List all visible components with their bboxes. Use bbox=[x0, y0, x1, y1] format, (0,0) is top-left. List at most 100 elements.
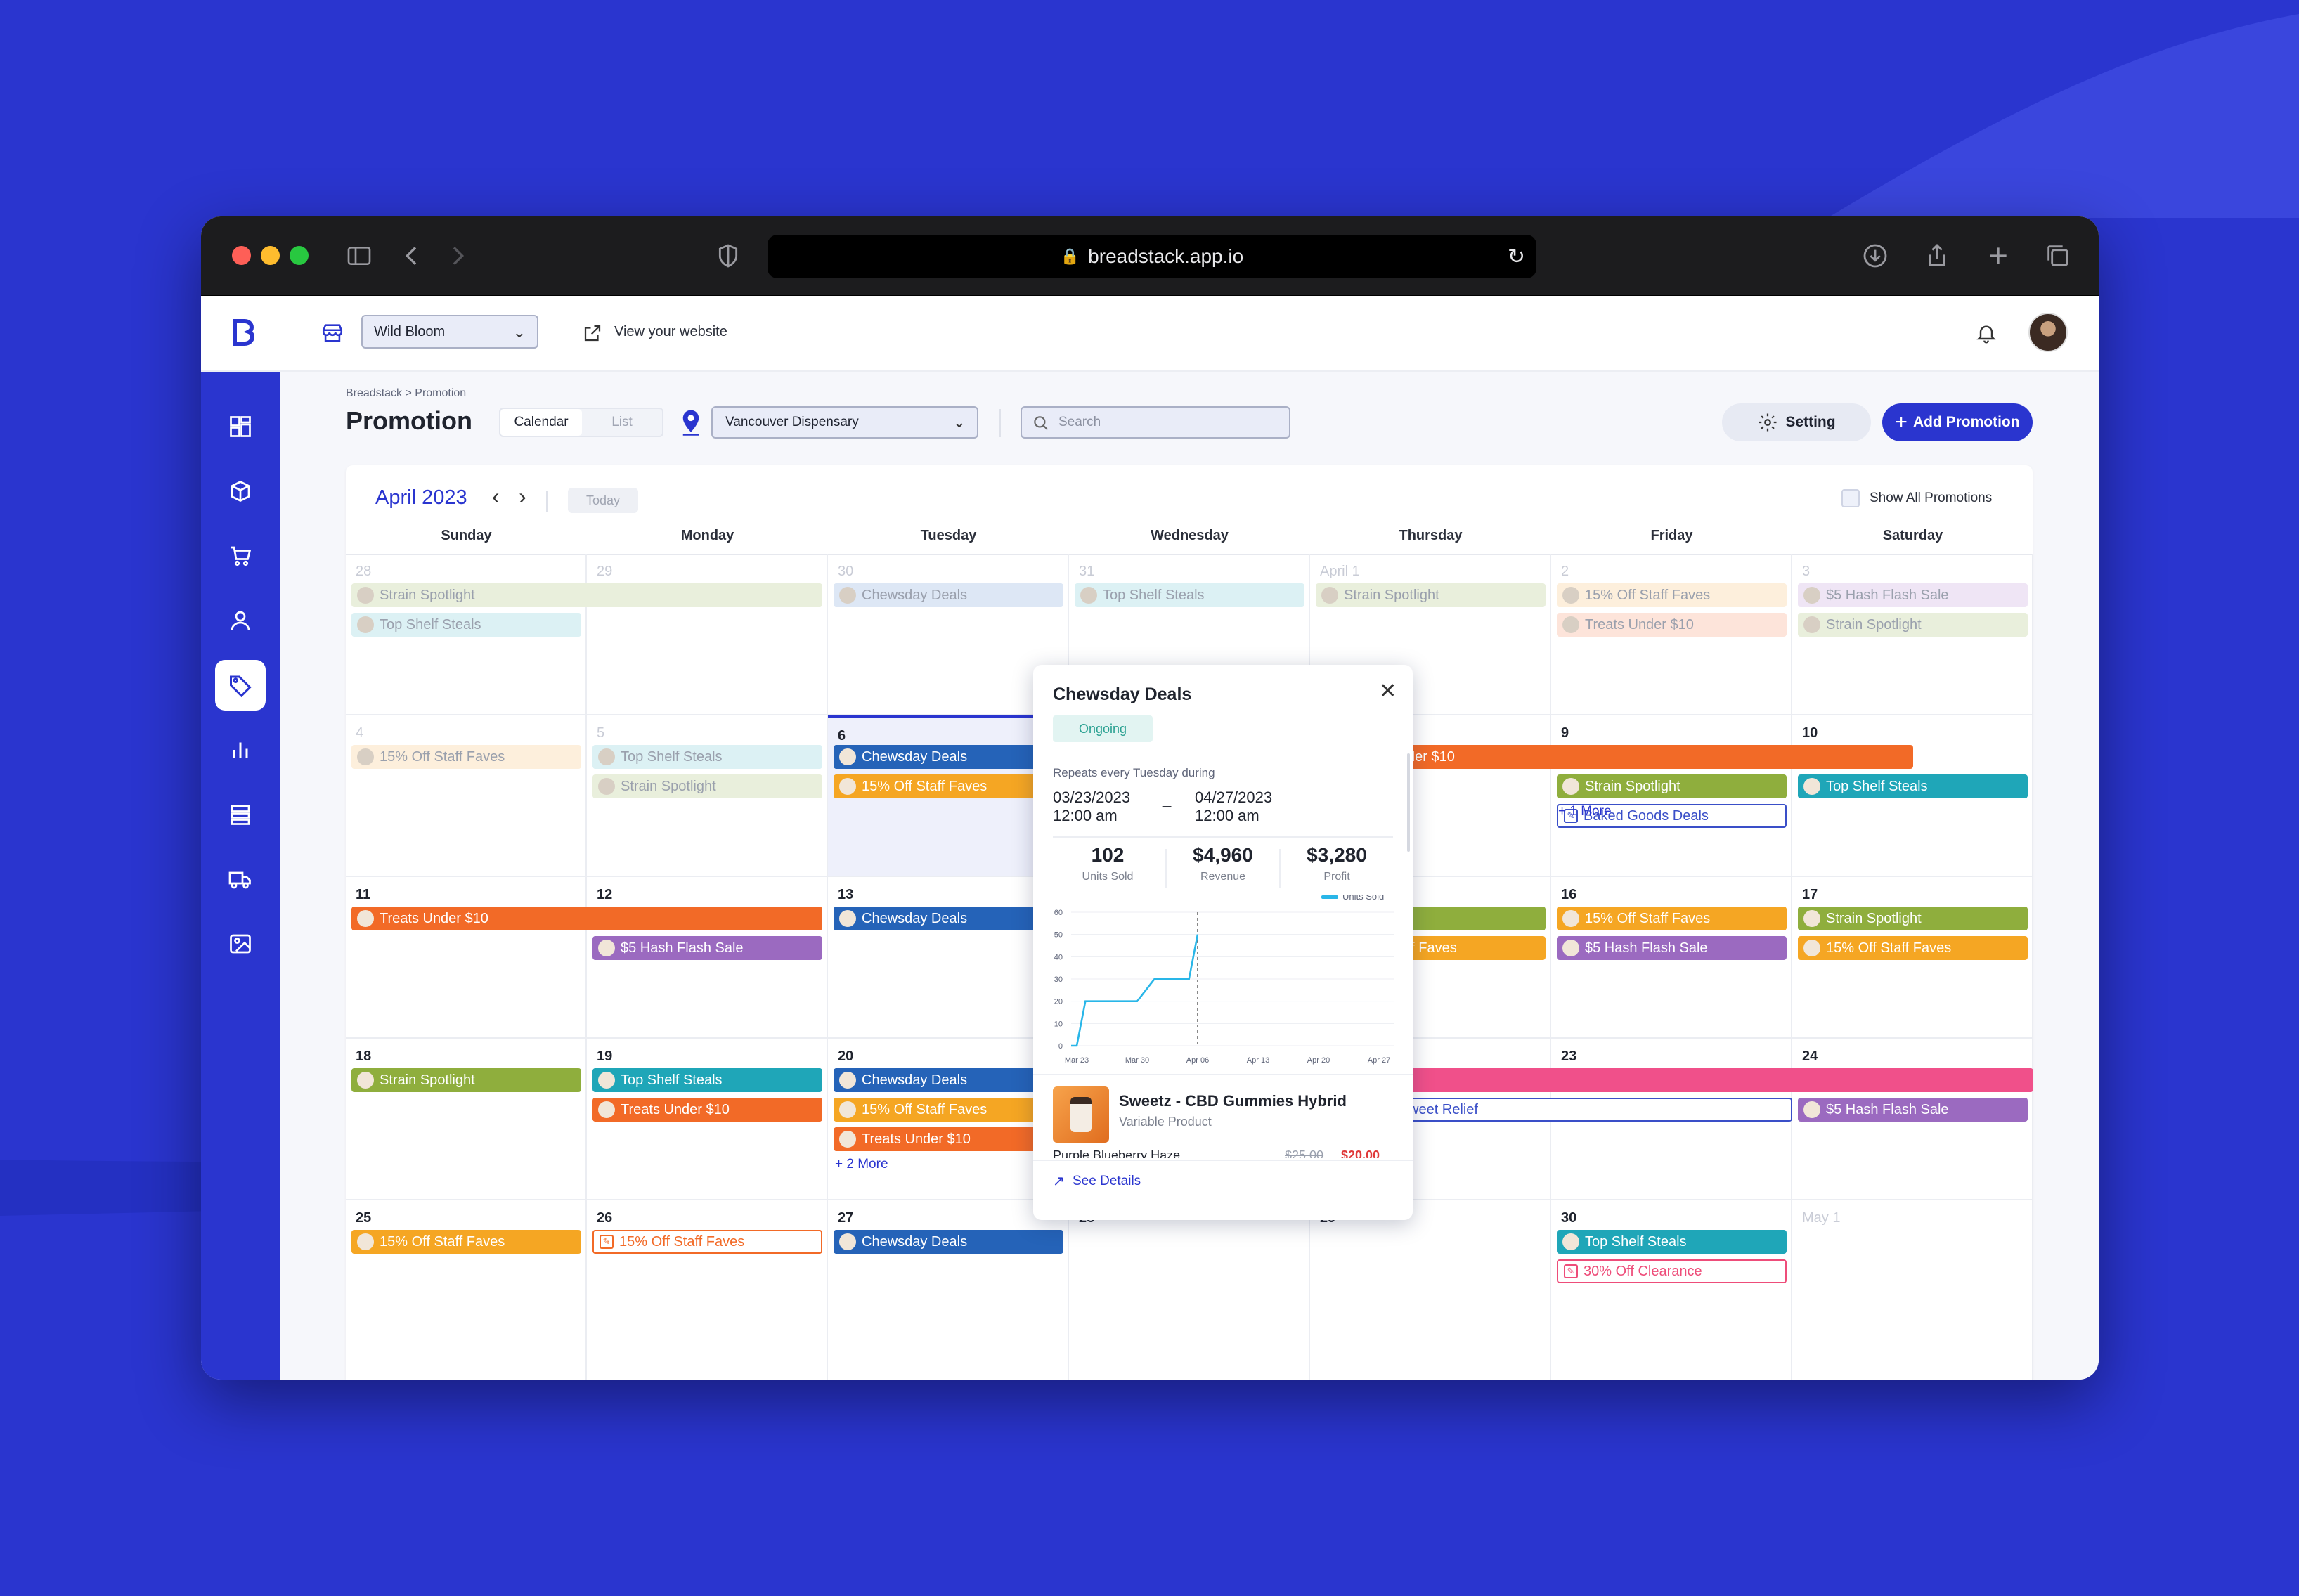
promotion-event[interactable]: Strain Spotlight bbox=[1557, 774, 1787, 798]
promotion-event[interactable]: Chewsday Deals bbox=[834, 1230, 1063, 1254]
close-window-button[interactable] bbox=[232, 246, 251, 265]
maximize-window-button[interactable] bbox=[290, 246, 309, 265]
calendar-day-cell[interactable]: 28 bbox=[346, 554, 587, 715]
calendar-day-cell[interactable]: 27 bbox=[828, 1200, 1069, 1380]
promotion-event[interactable]: Strain Spotlight bbox=[592, 774, 822, 798]
calendar-day-cell[interactable]: 18 bbox=[346, 1039, 587, 1200]
calendar-day-cell[interactable]: 30 bbox=[1551, 1200, 1792, 1380]
sidebar-item-products[interactable] bbox=[215, 466, 266, 517]
promotion-event[interactable]: ✎ 15% Off Staff Faves bbox=[592, 1230, 822, 1254]
promotion-event[interactable]: Strain Spotlight bbox=[1316, 583, 1546, 607]
scrollbar[interactable] bbox=[1407, 753, 1410, 852]
calendar-day-cell[interactable]: April 1 bbox=[1310, 554, 1551, 715]
promotion-event[interactable]: der $10 bbox=[1401, 745, 1913, 769]
next-month-icon[interactable]: › bbox=[519, 484, 526, 509]
promotion-event[interactable]: Strain Spotlight bbox=[1798, 907, 2028, 930]
bell-icon[interactable] bbox=[1975, 321, 1997, 345]
calendar-day-cell[interactable]: 10 bbox=[1792, 715, 2033, 877]
see-details-link[interactable]: See Details bbox=[1073, 1174, 1141, 1188]
breadstack-logo[interactable] bbox=[232, 318, 255, 346]
reload-icon[interactable]: ↻ bbox=[1507, 245, 1525, 268]
sidebar-item-analytics[interactable] bbox=[215, 725, 266, 775]
promotion-event[interactable]: ✎ Baked Goods Deals bbox=[1557, 804, 1787, 828]
calendar-day-cell[interactable]: 3 bbox=[1792, 554, 2033, 715]
calendar-day-cell[interactable]: 2 bbox=[1551, 554, 1792, 715]
calendar-day-cell[interactable]: 4 bbox=[346, 715, 587, 877]
promotion-event[interactable] bbox=[1401, 1068, 2033, 1092]
calendar-day-cell[interactable] bbox=[1310, 877, 1551, 1039]
tabs-overview-icon[interactable] bbox=[2044, 242, 2072, 270]
calendar-day-cell[interactable]: 11 bbox=[346, 877, 587, 1039]
promotion-event[interactable]: Strain Spotlight bbox=[351, 583, 822, 607]
promotion-event[interactable]: Top Shelf Steals bbox=[351, 613, 581, 637]
calendar-day-cell[interactable]: 25 bbox=[346, 1200, 587, 1380]
address-bar[interactable]: 🔒 breadstack.app.io ↻ bbox=[768, 235, 1536, 278]
avatar[interactable] bbox=[2028, 313, 2068, 352]
show-all-checkbox[interactable] bbox=[1841, 489, 1860, 507]
calendar-day-cell[interactable]: 28 bbox=[1069, 1200, 1310, 1380]
promotion-event[interactable]: Top Shelf Steals bbox=[592, 745, 822, 769]
calendar-day-cell[interactable]: 26 bbox=[587, 1200, 828, 1380]
promotion-event[interactable]: Treats Under $10 bbox=[834, 1127, 1063, 1151]
calendar-day-cell[interactable]: 30 bbox=[828, 554, 1069, 715]
setting-button[interactable]: Setting bbox=[1722, 403, 1871, 441]
promotion-event[interactable]: Top Shelf Steals bbox=[1798, 774, 2028, 798]
calendar-day-cell[interactable]: 9 bbox=[1551, 715, 1792, 877]
promotion-event[interactable]: 15% Off Staff Faves bbox=[351, 745, 581, 769]
calendar-day-cell[interactable]: 5 bbox=[587, 715, 828, 877]
close-icon[interactable]: ✕ bbox=[1379, 680, 1397, 703]
sidebar-item-media[interactable] bbox=[215, 919, 266, 969]
promotion-event[interactable]: Treats Under $10 bbox=[1557, 613, 1787, 637]
forward-icon[interactable] bbox=[443, 242, 472, 270]
prev-month-icon[interactable]: ‹ bbox=[492, 484, 500, 509]
calendar-day-cell[interactable]: May 1 bbox=[1792, 1200, 2033, 1380]
sidebar-item-dashboard[interactable] bbox=[215, 401, 266, 452]
promotion-event[interactable]: ✎ 30% Off Clearance bbox=[1557, 1259, 1787, 1283]
calendar-day-cell[interactable]: 29 bbox=[1310, 1200, 1551, 1380]
sidebar-item-promotions[interactable] bbox=[215, 660, 266, 711]
promotion-event[interactable]: Top Shelf Steals bbox=[1557, 1230, 1787, 1254]
sidebar-item-orders[interactable] bbox=[215, 531, 266, 581]
calendar-day-cell[interactable]: 17 bbox=[1792, 877, 2033, 1039]
calendar-day-cell[interactable]: 29 bbox=[587, 554, 828, 715]
promotion-event[interactable]: 15% Off Staff Faves bbox=[351, 1230, 581, 1254]
calendar-day-cell[interactable]: 16 bbox=[1551, 877, 1792, 1039]
location-select[interactable]: Vancouver Dispensary ⌄ bbox=[711, 406, 978, 439]
calendar-day-cell[interactable] bbox=[1310, 715, 1551, 877]
promotion-event[interactable]: weet Relief bbox=[1401, 1098, 1792, 1122]
promotion-event[interactable]: Chewsday Deals bbox=[834, 583, 1063, 607]
promotion-event[interactable]: 15% Off Staff Faves bbox=[834, 774, 1063, 798]
promotion-event[interactable]: ff Faves bbox=[1401, 936, 1546, 960]
sidebar-item-inventory[interactable] bbox=[215, 789, 266, 840]
calendar-day-cell[interactable]: 12 bbox=[587, 877, 828, 1039]
promotion-event[interactable]: Top Shelf Steals bbox=[1075, 583, 1304, 607]
promotion-event[interactable]: Strain Spotlight bbox=[1798, 613, 2028, 637]
promotion-event[interactable]: Top Shelf Steals bbox=[592, 1068, 822, 1092]
tab-calendar[interactable]: Calendar bbox=[500, 409, 582, 436]
calendar-day-cell[interactable]: 24 bbox=[1792, 1039, 2033, 1200]
tab-list[interactable]: List bbox=[611, 415, 633, 429]
minimize-window-button[interactable] bbox=[261, 246, 280, 265]
back-icon[interactable] bbox=[398, 242, 426, 270]
promotion-event[interactable]: Treats Under $10 bbox=[592, 1098, 822, 1122]
view-website-link[interactable]: View your website bbox=[614, 324, 727, 339]
more-events-link[interactable]: + 1 More bbox=[1558, 804, 1612, 819]
promotion-event[interactable]: 15% Off Staff Faves bbox=[1798, 936, 2028, 960]
promotion-event[interactable]: 15% Off Staff Faves bbox=[1557, 583, 1787, 607]
shield-icon[interactable] bbox=[714, 242, 742, 270]
promotion-event[interactable]: $5 Hash Flash Sale bbox=[1557, 936, 1787, 960]
today-button[interactable]: Today bbox=[568, 488, 638, 513]
promotion-event[interactable]: 15% Off Staff Faves bbox=[1557, 907, 1787, 930]
promotion-event[interactable]: $5 Hash Flash Sale bbox=[1798, 1098, 2028, 1122]
sidebar-toggle-icon[interactable] bbox=[345, 242, 373, 270]
new-tab-icon[interactable] bbox=[1984, 242, 2012, 270]
add-promotion-button[interactable]: + Add Promotion bbox=[1882, 403, 2033, 441]
more-events-link[interactable]: + 2 More bbox=[835, 1157, 888, 1172]
calendar-day-cell[interactable]: 19 bbox=[587, 1039, 828, 1200]
promotion-event[interactable]: Treats Under $10 bbox=[351, 907, 822, 930]
store-select[interactable]: Wild Bloom ⌄ bbox=[361, 315, 538, 349]
promotion-event[interactable]: 15% Off Staff Faves bbox=[834, 1098, 1063, 1122]
promotion-event[interactable]: Chewsday Deals bbox=[834, 907, 1063, 930]
promotion-event[interactable]: Strain Spotlight bbox=[351, 1068, 581, 1092]
promotion-event[interactable] bbox=[1401, 907, 1546, 930]
